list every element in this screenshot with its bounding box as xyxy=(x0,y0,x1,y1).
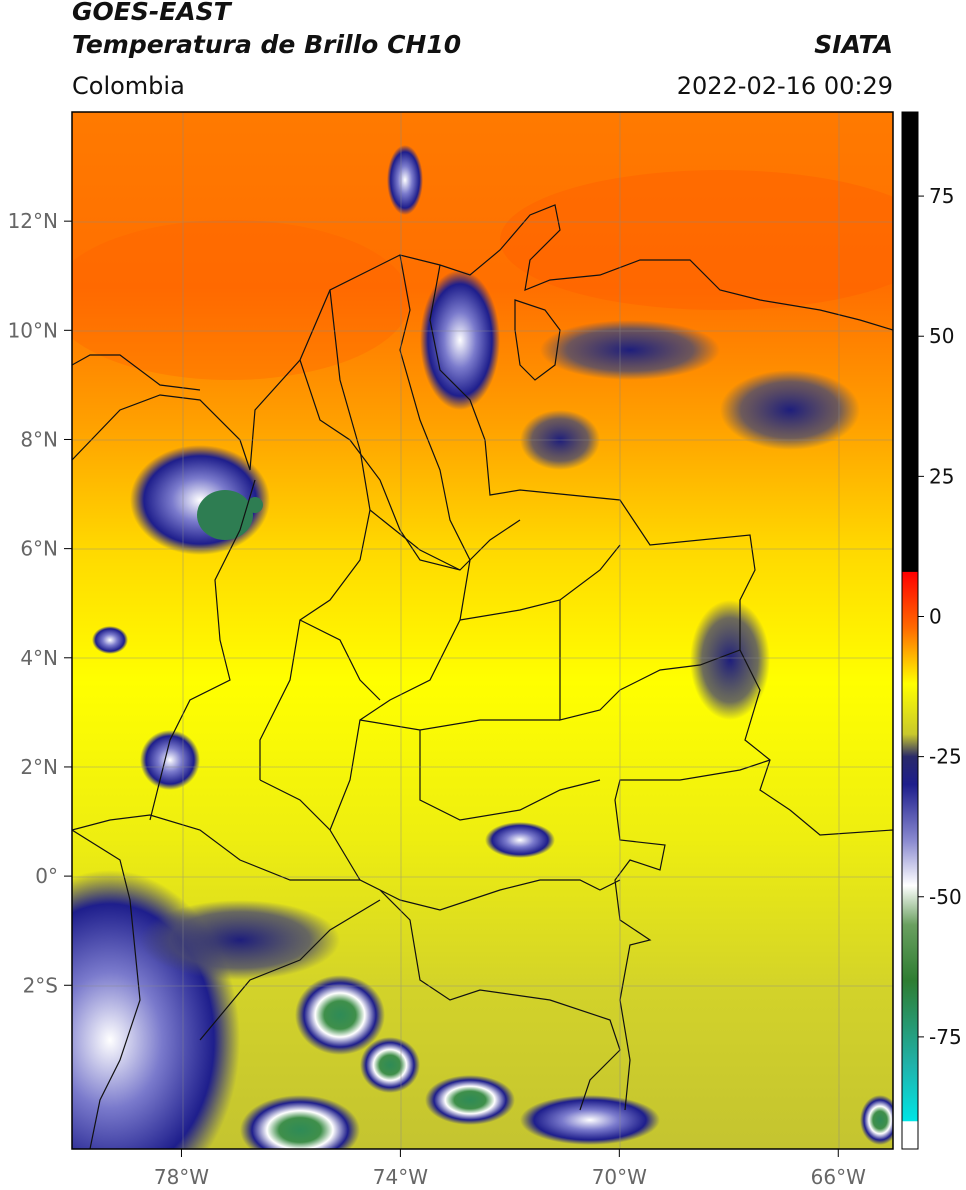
lat-tick-label: 12°N xyxy=(8,209,58,233)
satellite-image xyxy=(72,112,893,1149)
lat-tick-label: 6°N xyxy=(20,537,58,561)
colorbar-tick-label: 50 xyxy=(929,324,954,348)
region-label: Colombia xyxy=(72,72,185,100)
colorbar-ticks: 75 50 25 0 -25 -50 -75 xyxy=(918,184,962,1049)
lon-tick-label: 66°W xyxy=(811,1165,866,1189)
colorbar xyxy=(901,111,919,1150)
product-title: Temperatura de Brillo CH10 xyxy=(72,30,462,59)
borders xyxy=(72,204,893,1149)
lon-tick-label: 78°W xyxy=(154,1165,209,1189)
colorbar-tick-label: -75 xyxy=(929,1025,962,1049)
source-label: SIATA xyxy=(814,30,893,59)
lat-tick-label: 10°N xyxy=(8,318,58,342)
colorbar-tick-label: 25 xyxy=(929,464,954,488)
lat-tick-label: 2°N xyxy=(20,755,58,779)
colorbar-tick-label: 75 xyxy=(929,184,954,208)
satellite-title: GOES-EAST xyxy=(72,0,231,26)
lon-tick-label: 70°W xyxy=(592,1165,647,1189)
colorbar-tick-label: -25 xyxy=(929,745,962,769)
latitude-ticks: 12°N 10°N 8°N 6°N 4°N 2°N 0° 2°S xyxy=(8,209,72,997)
lat-tick-label: 4°N xyxy=(20,646,58,670)
map-frame xyxy=(71,111,894,1150)
colorbar-tick-label: -50 xyxy=(929,885,962,909)
lat-tick-label: 2°S xyxy=(23,973,58,997)
lat-tick-label: 0° xyxy=(35,864,58,888)
colorbar-tick-label: 0 xyxy=(929,604,942,628)
graticule xyxy=(72,112,893,1149)
longitude-ticks: 78°W 74°W 70°W 66°W xyxy=(154,1149,866,1189)
lat-tick-label: 8°N xyxy=(20,427,58,451)
timestamp-label: 2022-02-16 00:29 xyxy=(676,72,893,100)
lon-tick-label: 74°W xyxy=(373,1165,428,1189)
